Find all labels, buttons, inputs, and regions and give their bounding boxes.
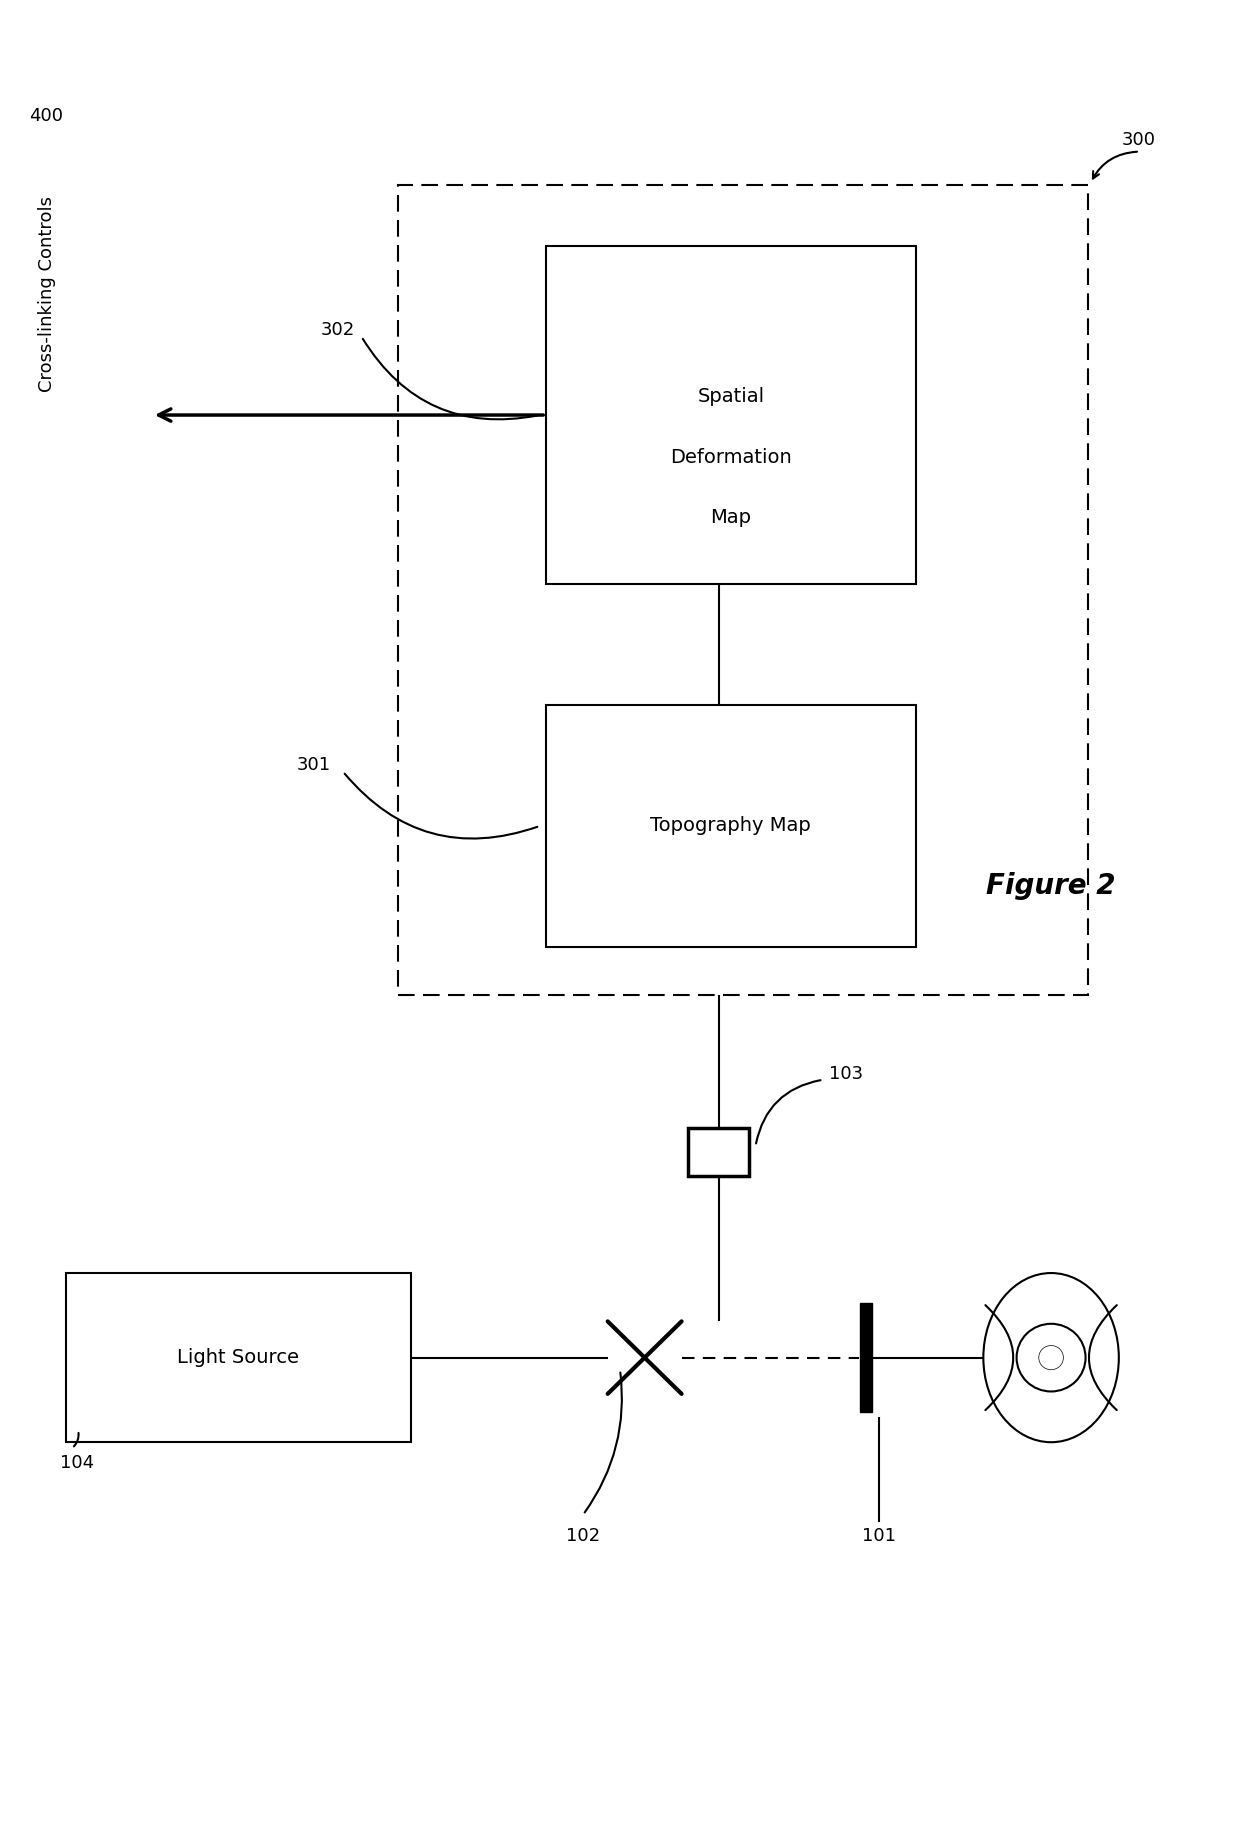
Bar (688, 1127, 749, 1176)
Text: 101: 101 (862, 1526, 895, 1544)
Bar (66, 1273, 410, 1442)
Text: 301: 301 (296, 756, 331, 774)
Text: Topography Map: Topography Map (651, 816, 811, 836)
Text: Light Source: Light Source (177, 1348, 299, 1368)
Bar (546, 246, 915, 585)
Ellipse shape (983, 1273, 1118, 1442)
Text: Cross-linking Controls: Cross-linking Controls (38, 197, 56, 392)
Text: Map: Map (711, 508, 751, 528)
Text: 103: 103 (830, 1065, 863, 1083)
Text: 400: 400 (29, 107, 63, 126)
Circle shape (1017, 1324, 1085, 1391)
Bar (546, 705, 915, 947)
Text: 302: 302 (321, 322, 355, 339)
Text: 300: 300 (1122, 131, 1156, 149)
Bar (398, 186, 1087, 994)
Text: 102: 102 (565, 1526, 600, 1544)
Text: Figure 2: Figure 2 (986, 872, 1116, 900)
Text: Deformation: Deformation (670, 448, 791, 466)
Text: Spatial: Spatial (697, 388, 764, 406)
Circle shape (1039, 1346, 1064, 1369)
Text: 104: 104 (60, 1455, 94, 1473)
Bar (861, 1304, 873, 1411)
